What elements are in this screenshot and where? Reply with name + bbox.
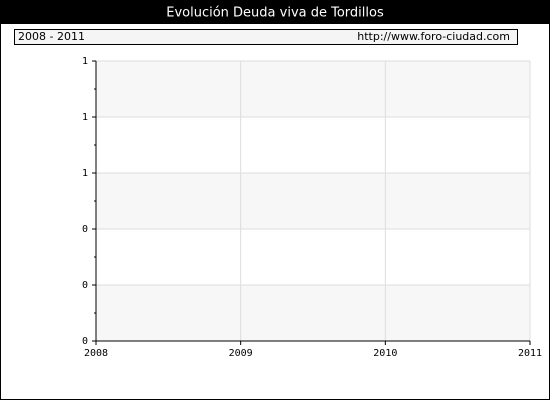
x-tick-label: 2008: [84, 348, 108, 359]
y-tick-label: 1: [82, 112, 88, 123]
y-tick-label: 0: [82, 280, 88, 291]
band: [96, 173, 530, 229]
y-tick-label: 0: [82, 224, 88, 235]
band: [96, 229, 530, 285]
x-tick-label: 2009: [229, 348, 253, 359]
y-tick-label: 0: [82, 336, 88, 347]
band: [96, 285, 530, 341]
x-tick-label: 2011: [518, 348, 542, 359]
source: http://www.foro-ciudad.com: [357, 30, 510, 43]
band: [96, 117, 530, 173]
subtitle: 2008 - 2011: [18, 30, 85, 43]
title-bar: [0, 0, 550, 24]
band: [96, 61, 530, 117]
y-tick-label: 1: [82, 168, 88, 179]
x-tick-label: 2010: [373, 348, 397, 359]
chart-title: Evolución Deuda viva de Tordillos: [166, 6, 384, 21]
subtitle-box: [14, 29, 518, 45]
y-tick-label: 1: [82, 56, 88, 67]
